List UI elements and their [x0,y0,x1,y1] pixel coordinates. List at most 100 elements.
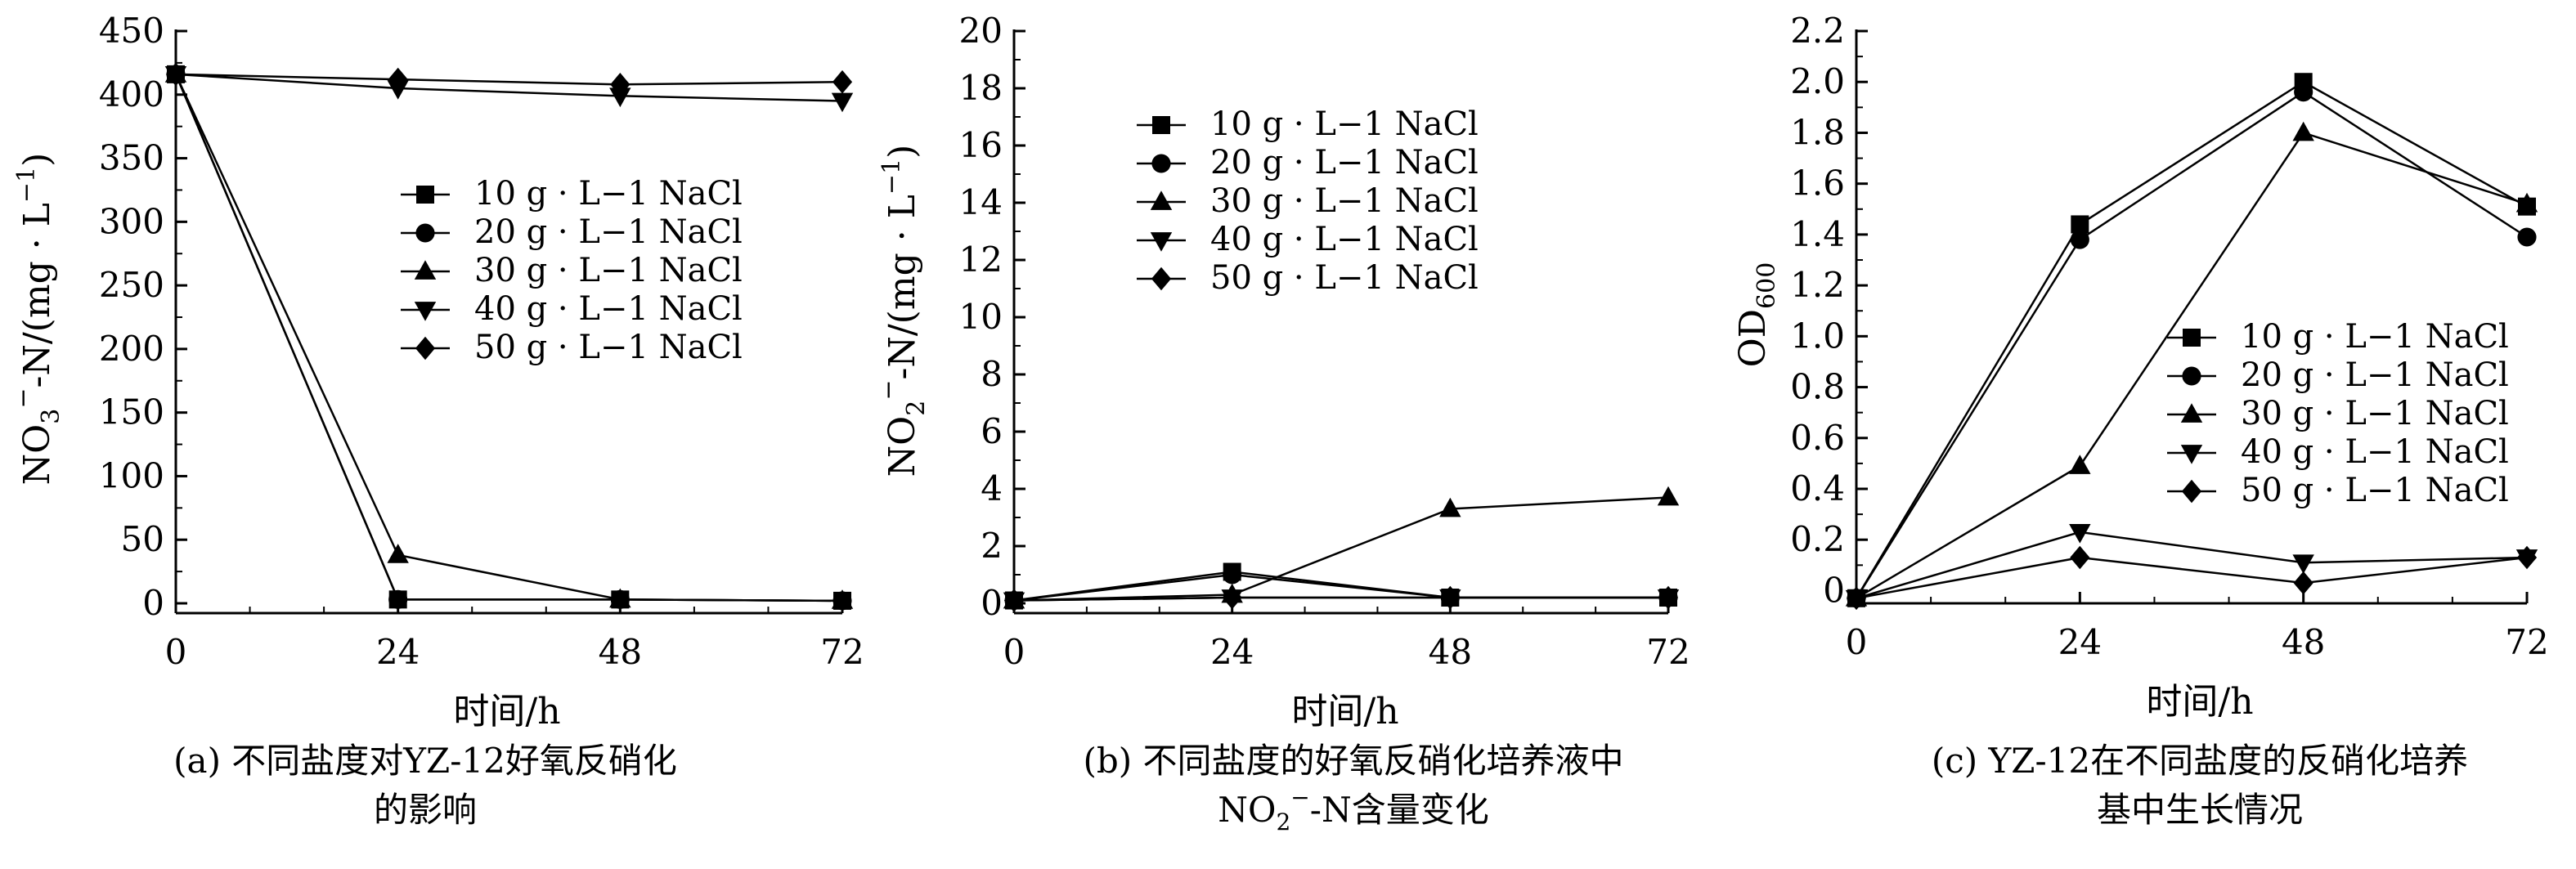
y-tick-label: 14 [959,182,1003,222]
y-tick-label: 2 [981,526,1003,566]
series-line-3 [1856,131,2528,599]
x-tick-label: 24 [2058,622,2102,662]
y-tick-label: 1.4 [1790,214,1845,254]
legend-marker [1150,232,1173,252]
x-tick-label: 72 [820,632,864,672]
y-tick-label: 6 [981,411,1003,451]
y-tick-label: 350 [99,138,164,178]
data-point [2070,230,2089,249]
x-tick-label: 48 [599,632,642,672]
x-axis-title: 时间/h [1291,691,1398,732]
data-point [2069,455,2091,474]
y-tick-label: 150 [99,392,164,432]
data-point [1657,486,1680,506]
y-tick-label: 2.0 [1790,61,1845,101]
data-point [831,589,854,609]
legend-label: 50 g · L−1 NaCl [2241,472,2509,509]
y-tick-label: 18 [959,68,1003,108]
legend-label: 30 g · L−1 NaCl [474,252,743,289]
y-tick-label: 0.4 [1790,468,1845,508]
data-point [1222,585,1242,610]
series-line-4 [1856,531,2528,599]
y-tick-label: 1.0 [1790,316,1845,356]
y-axis-title: NO2−-N/(mg · L−1) [874,145,931,477]
y-tick-label: 8 [981,354,1003,394]
legend-label: 20 g · L−1 NaCl [474,213,743,251]
y-tick-label: 16 [959,125,1003,165]
x-tick-label: 72 [1646,632,1690,672]
legend-marker [2180,445,2203,464]
y-tick-label: 0 [1823,570,1845,610]
y-tick-label: 50 [121,519,164,559]
legend-label: 30 g · L−1 NaCl [1210,182,1479,220]
legend-marker [1151,154,1171,173]
data-point [2515,192,2538,213]
panel-caption-line2: NO2−-N含量变化 [1218,784,1488,835]
legend-marker [415,223,435,243]
y-tick-label: 300 [99,201,164,241]
data-point [831,92,854,113]
x-tick-label: 72 [2505,622,2548,662]
legend-label: 50 g · L−1 NaCl [1210,259,1479,297]
legend-marker [1151,267,1172,291]
y-tick-label: 0.2 [1790,519,1845,559]
x-tick-label: 24 [376,632,420,672]
panel-caption: (c) YZ-12在不同盐度的反硝化培养 [1932,741,2468,781]
legend-marker [415,336,436,361]
series-line-3 [1013,496,1669,602]
x-tick-label: 48 [2282,622,2325,662]
y-tick-label: 12 [959,240,1003,280]
legend-marker [416,186,434,204]
data-point [387,544,409,563]
data-point [609,87,631,108]
legend-marker [2182,366,2201,386]
data-point [2517,227,2537,247]
series-line-3 [174,74,843,602]
y-tick-label: 1.2 [1790,265,1845,305]
legend-marker [1152,116,1170,134]
data-point [1223,565,1242,585]
x-tick-label: 24 [1210,632,1254,672]
data-point [2070,545,2090,570]
y-tick-label: 4 [981,468,1003,508]
panel-caption-line2: 的影响 [374,790,477,830]
legend-marker [2181,479,2202,504]
y-tick-label: 0 [142,583,164,623]
y-tick-label: 1.8 [1790,112,1845,152]
y-tick-label: 400 [99,74,164,114]
panel-caption-line2: 基中生长情况 [2097,790,2303,830]
legend-marker [1150,190,1173,210]
data-point [1658,585,1679,610]
legend-label: 20 g · L−1 NaCl [2241,356,2509,394]
y-tick-label: 20 [959,11,1003,51]
legend-label: 10 g · L−1 NaCl [474,175,743,213]
legend-marker [2180,403,2203,423]
legend-marker [414,302,437,321]
data-point [1440,585,1461,610]
series-line-5 [1013,596,1668,602]
data-point [2292,121,2314,141]
data-point [1003,589,1025,612]
y-axis-title: NO3−-N/(mg · L−1) [9,153,65,486]
data-point [165,62,186,87]
y-tick-label: 250 [99,265,164,305]
x-tick-label: 0 [165,632,187,672]
x-tick-label: 0 [1846,622,1868,662]
data-point [388,589,408,609]
y-tick-label: 100 [99,455,164,495]
data-point [2293,571,2313,595]
panel-caption: (b) 不同盐度的好氧反硝化培养液中 [1083,741,1623,781]
series-line-4 [175,73,843,102]
data-point [1439,497,1461,517]
legend-marker [2183,329,2201,347]
y-tick-label: 0.6 [1790,418,1845,458]
data-point [2069,523,2091,544]
data-point [2294,83,2313,102]
x-tick-label: 0 [1003,632,1025,672]
data-point [610,73,631,96]
x-axis-title: 时间/h [453,691,560,732]
data-point [2292,554,2314,574]
